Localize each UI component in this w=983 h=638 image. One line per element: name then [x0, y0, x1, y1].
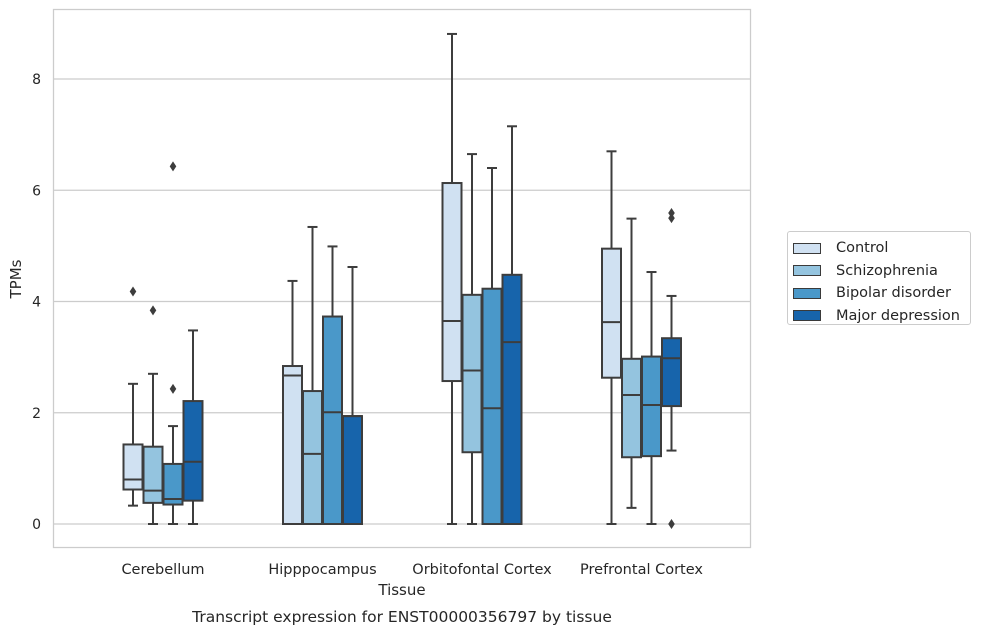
box-body — [661, 337, 682, 408]
box-body — [142, 445, 164, 504]
legend-swatch — [793, 242, 821, 254]
outlier-point — [129, 286, 137, 297]
box-bipolar-disorder-cerebellum — [162, 161, 184, 525]
boxes — [122, 32, 682, 529]
box-body — [501, 273, 523, 525]
box-schizophrenia-orbitofontal-cortex — [461, 153, 483, 525]
outlier-point — [668, 519, 675, 529]
box-control-cerebellum — [122, 286, 144, 507]
box-body — [461, 293, 483, 454]
box-major-depression-prefrontal-cortex — [661, 208, 682, 529]
tick-labels: 0 2 4 6 8 Cerebellum Hipppocampus Orbitofontal … — [32, 72, 703, 578]
outlier-point — [149, 305, 157, 316]
y-tick-label: 0 — [32, 517, 41, 533]
box-major-depression-orbitofontal-cortex — [501, 125, 523, 525]
x-axis-label: Tissue — [377, 581, 425, 599]
y-tick-label: 8 — [32, 72, 41, 88]
chart-title: Transcript expression for ENST0000035679… — [191, 608, 612, 626]
legend-label: Control — [836, 240, 889, 257]
legend-label: Bipolar disorder — [836, 285, 951, 302]
outlier-point — [169, 383, 177, 394]
box-bipolar-disorder-prefrontal-cortex — [641, 271, 662, 525]
y-axis-label: TPMs — [7, 259, 25, 299]
box-body — [601, 247, 622, 379]
legend-label: Major depression — [836, 307, 960, 324]
legend-item-schizophrenia: Schizophrenia — [793, 260, 970, 283]
box-control-prefrontal-cortex — [601, 150, 622, 525]
box-body — [621, 357, 642, 459]
box-body — [481, 287, 503, 525]
x-tick-label: Prefrontal Cortex — [580, 562, 703, 578]
box-body — [322, 315, 343, 525]
legend: Control Schizophrenia Bipolar disorder M… — [787, 231, 971, 325]
box-body — [641, 355, 662, 458]
x-tick-label: Orbitofontal Cortex — [412, 562, 552, 578]
box-schizophrenia-hipppocampus — [302, 225, 323, 525]
y-tick-label: 4 — [32, 295, 41, 311]
legend-item-control: Control — [793, 237, 970, 260]
legend-label: Schizophrenia — [836, 262, 938, 279]
legend-swatch — [793, 287, 821, 299]
plot-frame — [52, 8, 752, 549]
y-tick-label: 2 — [32, 406, 41, 422]
box-control-orbitofontal-cortex — [441, 32, 463, 525]
outlier-point — [668, 213, 675, 224]
box-body — [282, 365, 303, 525]
box-body — [122, 443, 144, 491]
box-control-hipppocampus — [282, 279, 303, 525]
box-major-depression-hipppocampus — [342, 266, 363, 525]
box-schizophrenia-cerebellum — [142, 305, 164, 525]
box-bipolar-disorder-orbitofontal-cortex — [481, 167, 503, 525]
outlier-point — [169, 161, 177, 172]
legend-swatch — [793, 310, 821, 322]
box-schizophrenia-prefrontal-cortex — [621, 217, 642, 509]
legend-swatch — [793, 265, 821, 277]
box-body — [182, 400, 204, 502]
x-tick-label: Hipppocampus — [268, 562, 376, 578]
legend-item-bipolar-disorder: Bipolar disorder — [793, 282, 970, 305]
box-body — [342, 415, 363, 525]
box-body — [302, 390, 323, 525]
box-bipolar-disorder-hipppocampus — [322, 245, 343, 525]
box-body — [441, 182, 463, 383]
box-major-depression-cerebellum — [182, 329, 204, 525]
outlier-point — [668, 208, 675, 219]
x-tick-label: Cerebellum — [121, 562, 204, 578]
legend-item-major-depression: Major depression — [793, 305, 970, 328]
y-tick-label: 6 — [32, 183, 41, 199]
